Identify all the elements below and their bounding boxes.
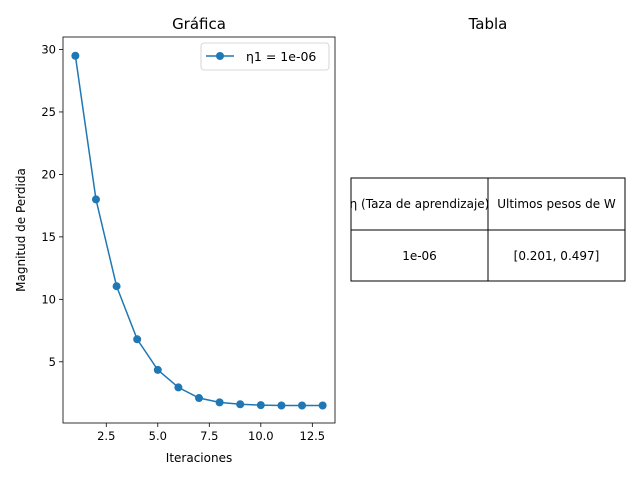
data-point — [112, 282, 121, 291]
legend-box — [200, 42, 330, 71]
x-tick-label: 12.5 — [300, 429, 326, 443]
y-tick-label: 5 — [49, 355, 56, 369]
x-tick-label: 2.5 — [97, 429, 115, 443]
x-tick-label: 7.5 — [200, 429, 218, 443]
legend-label: η1 = 1e-06 — [246, 49, 316, 64]
data-point — [91, 195, 100, 204]
y-axis-label: Magnitud de Perdida — [14, 168, 28, 292]
data-point — [195, 394, 203, 403]
data-cell-eta — [350, 229, 489, 282]
series-line-0 — [74, 55, 323, 407]
data-point — [318, 401, 327, 410]
header-cell-weights — [487, 177, 626, 231]
data-point — [71, 51, 80, 60]
data-point — [298, 401, 307, 410]
ticks-layer: 2.5 5.0 7.5 10.0 12.5 5 10 15 20 25 30 — [41, 42, 325, 443]
y-tick-label: 20 — [41, 167, 56, 181]
x-axis-label: Iteraciones — [166, 451, 232, 465]
axes-frame — [62, 36, 336, 424]
data-cell-weights — [487, 229, 626, 282]
table-title: Tabla — [468, 15, 508, 33]
column-header-eta: η (Taza de aprendizaje) — [350, 197, 490, 211]
data-point — [215, 398, 224, 407]
y-tick-label: 30 — [41, 42, 56, 56]
results-table: η (Taza de aprendizaje) Ultimos pesos de… — [350, 177, 626, 282]
cell-eta-value: 1e-06 — [402, 249, 437, 263]
y-tick-label: 10 — [41, 292, 56, 306]
x-tick-label: 10.0 — [248, 429, 274, 443]
column-header-weights: Ultimos pesos de W — [497, 197, 616, 211]
data-point — [153, 365, 162, 374]
chart-title: Gráfica — [172, 15, 226, 33]
y-tick-label: 15 — [41, 230, 56, 244]
data-point — [277, 401, 286, 410]
table-panel: Tabla η (Taza de aprendizaje) Ultimos pe… — [350, 15, 626, 282]
x-tick-label: 5.0 — [149, 429, 167, 443]
data-point — [256, 401, 265, 410]
data-layer — [71, 51, 327, 410]
legend: η1 = 1e-06 — [200, 42, 330, 71]
cell-weights-value: [0.201, 0.497] — [514, 249, 600, 263]
legend-marker-swatch — [216, 52, 224, 60]
loss-chart: Gráfica 2.5 5.0 7.5 10.0 12.5 5 10 15 20 25 30 Ite… — [14, 15, 336, 465]
y-tick-label: 25 — [41, 105, 56, 119]
data-point — [236, 400, 245, 409]
header-cell-eta — [350, 177, 489, 231]
data-point — [174, 383, 183, 392]
data-point — [133, 335, 142, 344]
